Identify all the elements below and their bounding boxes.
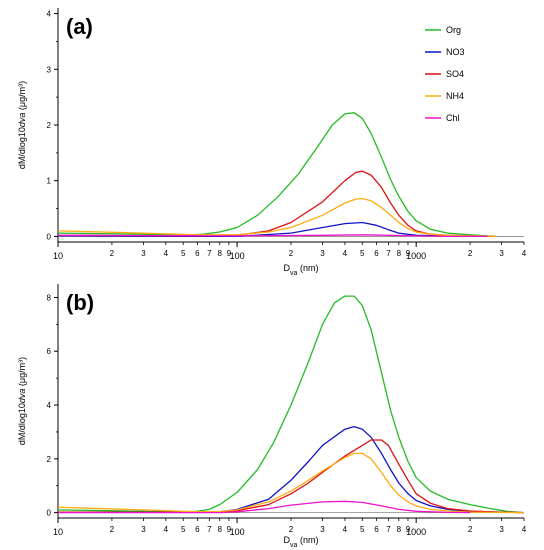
y-tick-label: 6 (47, 347, 52, 356)
y-tick-label: 0 (47, 509, 52, 518)
x-minor-tick-label: 5 (360, 525, 365, 534)
x-major-tick-label: 1000 (406, 251, 426, 261)
legend-label-so4: SO4 (446, 69, 464, 79)
series-line-so4 (57, 170, 497, 238)
x-minor-tick-label: 6 (374, 249, 379, 258)
x-minor-tick-label: 3 (141, 249, 146, 258)
x-major-tick-label: 10 (53, 251, 63, 261)
x-axis-label: Dva (nm) (284, 263, 319, 277)
series-line-no3 (57, 425, 525, 514)
x-major-tick-label: 100 (230, 527, 245, 537)
series-line-org (57, 295, 525, 514)
panel-label: (a) (66, 14, 93, 39)
x-minor-tick-label: 2 (289, 525, 294, 534)
y-tick-label: 1 (47, 177, 52, 186)
y-tick-label: 3 (47, 65, 52, 74)
y-tick-label: 4 (47, 10, 52, 19)
x-major-tick-label: 100 (230, 251, 245, 261)
x-minor-tick-label: 2 (110, 249, 115, 258)
y-tick-label: 2 (47, 455, 52, 464)
x-minor-tick-label: 2 (468, 525, 473, 534)
x-minor-tick-label: 5 (181, 249, 186, 258)
x-minor-tick-label: 5 (360, 249, 365, 258)
y-tick-label: 8 (47, 293, 52, 302)
panel-label: (b) (66, 290, 94, 315)
x-minor-tick-label: 2 (110, 525, 115, 534)
x-minor-tick-label: 7 (207, 249, 212, 258)
series-line-nh4 (57, 452, 525, 514)
x-minor-tick-label: 3 (499, 249, 504, 258)
legend-label-nh4: NH4 (446, 91, 464, 101)
x-minor-tick-label: 3 (320, 525, 325, 534)
x-minor-tick-label: 6 (195, 525, 200, 534)
y-axis-label: dM/dlog10dva (μg/m³) (17, 81, 27, 169)
x-minor-tick-label: 4 (343, 249, 348, 258)
y-tick-label: 0 (47, 232, 52, 241)
series-line-org (57, 112, 497, 238)
x-minor-tick-label: 7 (207, 525, 212, 534)
x-axis-label: Dva (nm) (284, 535, 319, 549)
series-line-nh4 (57, 197, 497, 238)
x-minor-tick-label: 3 (320, 249, 325, 258)
series-line-chl (58, 500, 471, 514)
y-tick-label: 4 (47, 401, 52, 410)
x-minor-tick-label: 6 (195, 249, 200, 258)
y-axis-label: dM/dlog10dva (μg/m³) (17, 357, 27, 445)
x-minor-tick-label: 5 (181, 525, 186, 534)
x-minor-tick-label: 4 (522, 525, 527, 534)
series-line-so4 (57, 439, 525, 514)
x-major-tick-label: 10 (53, 527, 63, 537)
x-minor-tick-label: 9 (406, 525, 411, 534)
x-minor-tick-label: 2 (289, 249, 294, 258)
x-minor-tick-label: 3 (499, 525, 504, 534)
x-minor-tick-label: 8 (218, 525, 223, 534)
x-minor-tick-label: 4 (164, 525, 169, 534)
x-minor-tick-label: 6 (374, 525, 379, 534)
x-minor-tick-label: 2 (468, 249, 473, 258)
x-major-tick-label: 1000 (406, 527, 426, 537)
series-line-chl (57, 234, 488, 238)
x-minor-tick-label: 4 (522, 249, 527, 258)
x-minor-tick-label: 4 (343, 525, 348, 534)
x-minor-tick-label: 4 (164, 249, 169, 258)
x-minor-tick-label: 7 (386, 249, 391, 258)
x-minor-tick-label: 7 (386, 525, 391, 534)
x-minor-tick-label: 3 (141, 525, 146, 534)
x-minor-tick-label: 8 (218, 249, 223, 258)
x-minor-tick-label: 9 (227, 249, 232, 258)
x-minor-tick-label: 9 (227, 525, 232, 534)
y-tick-label: 2 (47, 121, 52, 130)
legend-label-org: Org (446, 25, 461, 35)
legend-label-chl: Chl (446, 113, 460, 123)
legend-label-no3: NO3 (446, 47, 465, 57)
x-minor-tick-label: 9 (406, 249, 411, 258)
x-minor-tick-label: 8 (397, 249, 402, 258)
x-minor-tick-label: 8 (397, 525, 402, 534)
